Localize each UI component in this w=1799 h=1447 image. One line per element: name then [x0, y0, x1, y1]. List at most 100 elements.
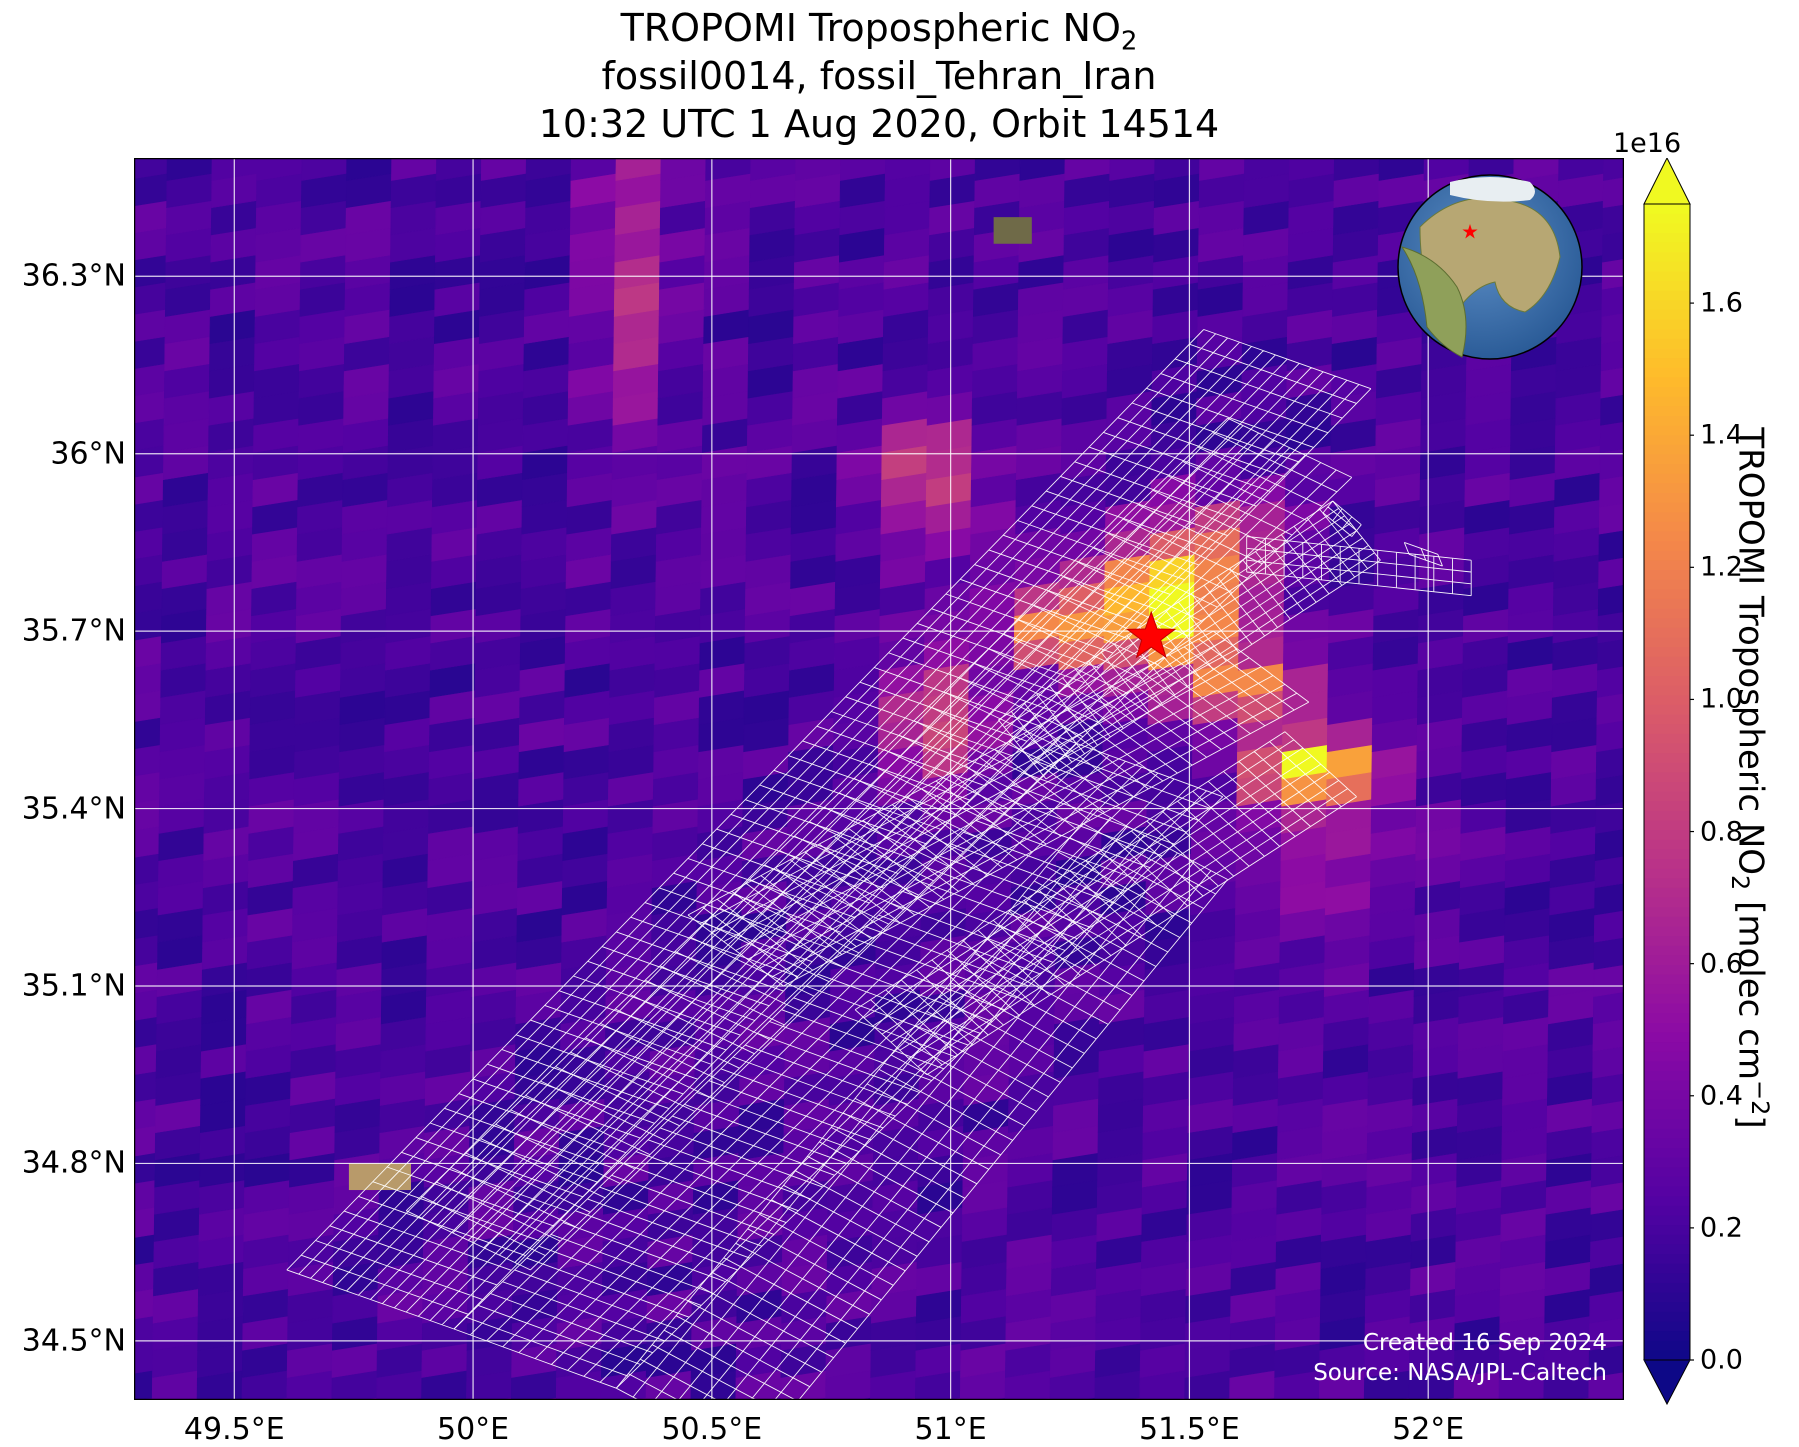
colorbar-segment — [1644, 849, 1690, 861]
colorbar-segment — [1644, 733, 1690, 745]
colorbar-segment — [1644, 560, 1690, 572]
no2-pixel — [1593, 910, 1624, 943]
x-tick-label: 51.5°E — [1139, 1412, 1240, 1447]
colorbar-segment — [1644, 666, 1690, 678]
colorbar-tick-label: 0.6 — [1700, 948, 1743, 980]
y-tick-label: 35.7°N — [21, 613, 126, 649]
colorbar-segment — [1644, 685, 1690, 697]
colorbar-segment — [1644, 531, 1690, 543]
colorbar-segment — [1644, 1263, 1690, 1275]
colorbar-segment — [1644, 1148, 1690, 1159]
colorbar-segment — [1644, 724, 1690, 735]
colorbar-exponent: 1e16 — [1613, 128, 1682, 159]
colorbar-segment — [1644, 1340, 1690, 1352]
colorbar-segment — [1644, 810, 1690, 822]
globe-inset-icon — [1397, 174, 1583, 360]
colorbar-segment — [1644, 984, 1690, 995]
colorbar-tick-label: 0.0 — [1700, 1344, 1743, 1376]
colorbar-segment — [1644, 1167, 1690, 1178]
colorbar-segment — [1644, 1061, 1690, 1072]
colorbar-segment — [1644, 743, 1690, 755]
mesh-band — [687, 630, 1310, 987]
colorbar-segment — [1644, 1090, 1690, 1101]
colorbar-segment — [1644, 1215, 1690, 1227]
no2-pixel — [1593, 937, 1624, 970]
no2-pixel — [1594, 855, 1624, 889]
colorbar-segment — [1644, 1321, 1690, 1333]
colorbar-segment — [1644, 464, 1690, 475]
colorbar-segment — [1644, 965, 1690, 976]
colorbar-segment — [1644, 329, 1690, 340]
colorbar-segment — [1644, 1119, 1690, 1130]
no2-pixel — [1596, 692, 1624, 725]
colorbar-segment — [1644, 521, 1690, 533]
colorbar-segment — [1644, 1292, 1690, 1304]
colorbar-segment — [1644, 377, 1690, 389]
colorbar-segment — [1644, 1042, 1690, 1053]
no2-pixel — [1594, 882, 1624, 916]
colorbar-segment — [1644, 859, 1690, 870]
colorbar-segment — [1644, 348, 1690, 360]
emission-inventory-mesh — [286, 329, 1472, 1400]
y-tick-label: 35.4°N — [21, 791, 126, 827]
colorbar-segment — [1644, 656, 1690, 668]
colorbar-segment — [1644, 309, 1690, 321]
no2-pixel — [1600, 394, 1624, 426]
colorbar-segment — [1644, 473, 1690, 485]
colorbar-segment — [1644, 907, 1690, 918]
colorbar-segment — [1644, 945, 1690, 957]
colorbar-segment — [1644, 1099, 1690, 1111]
mesh-band — [615, 808, 1228, 1400]
no2-pixel — [1601, 285, 1624, 317]
colorbar-segment — [1644, 204, 1690, 215]
colorbar-segment — [1644, 281, 1690, 292]
colorbar-segment — [1644, 444, 1690, 456]
colorbar-tick-label: 1.2 — [1700, 551, 1743, 583]
y-tick-label: 36°N — [50, 436, 126, 472]
colorbar-segment — [1644, 1022, 1690, 1034]
no2-pixel — [1599, 448, 1624, 481]
y-tick-label: 34.5°N — [21, 1323, 126, 1359]
map-panel: Created 16 Sep 2024 Source: NASA/JPL-Cal… — [134, 158, 1624, 1400]
no2-pixel — [1596, 720, 1624, 753]
no2-pixel — [1595, 774, 1624, 807]
colorbar-segment — [1644, 1186, 1690, 1198]
mesh-band — [854, 731, 1357, 1076]
no2-pixel — [1594, 828, 1624, 861]
colorbar-segment — [1644, 387, 1690, 398]
colorbar-segment — [1644, 762, 1690, 774]
colorbar-segment — [1644, 213, 1690, 225]
x-tick-label: 50.5°E — [661, 1412, 763, 1447]
colorbar-segment — [1644, 772, 1690, 783]
colorbar-segment — [1644, 290, 1690, 302]
colorbar-tick-label: 1.0 — [1700, 683, 1743, 715]
colorbar-tick-label: 1.4 — [1700, 419, 1743, 451]
colorbar-segment — [1644, 579, 1690, 591]
colorbar-segment — [1644, 695, 1690, 706]
colorbar-segment — [1644, 1350, 1690, 1361]
colorbar-segment — [1644, 300, 1690, 311]
colorbar-title-sup: −2 — [1746, 1079, 1775, 1116]
colorbar-segment — [1644, 1138, 1690, 1150]
y-tick-label: 36.3°N — [21, 258, 126, 294]
target-star-icon — [1125, 610, 1177, 659]
colorbar-segment — [1644, 261, 1690, 273]
globe-star-icon — [1462, 224, 1478, 239]
colorbar-tick-label: 0.4 — [1700, 1080, 1743, 1112]
colorbar-segment — [1644, 1128, 1690, 1140]
colorbar-segment — [1644, 887, 1690, 899]
mesh-band — [453, 737, 1224, 1389]
colorbar-segment — [1644, 753, 1690, 764]
colorbar-segment — [1644, 1176, 1690, 1188]
colorbar-extend-max — [1643, 158, 1691, 205]
colorbar-segment — [1644, 242, 1690, 254]
colorbar-segment — [1644, 502, 1690, 514]
colorbar-segment — [1644, 704, 1690, 716]
colorbar-segment — [1644, 916, 1690, 928]
title-main: TROPOMI Tropospheric NO — [620, 6, 1121, 50]
colorbar-segment — [1644, 1109, 1690, 1121]
figure-subtitle-time: 10:32 UTC 1 Aug 2020, Orbit 14514 — [538, 102, 1220, 146]
colorbar-segment — [1644, 358, 1690, 369]
colorbar-segment — [1644, 338, 1690, 350]
colorbar-segment — [1644, 425, 1690, 437]
